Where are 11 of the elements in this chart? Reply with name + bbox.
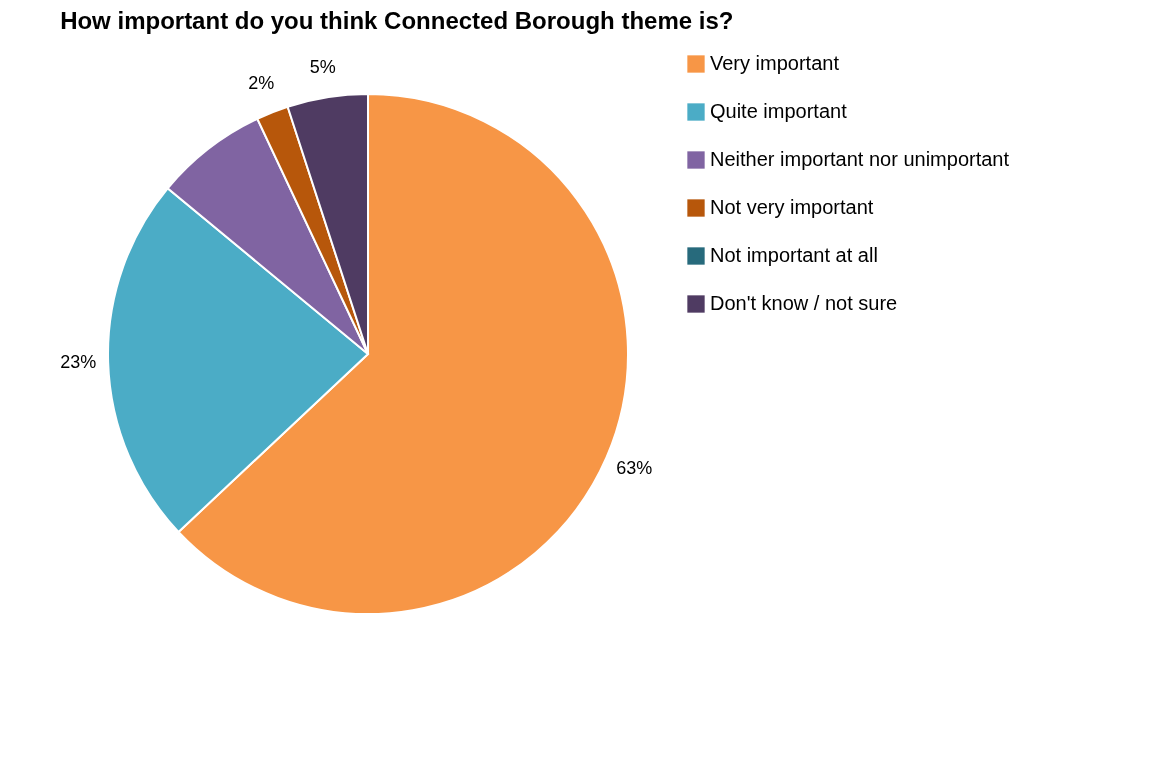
data-label: 2% xyxy=(248,73,275,94)
legend-label: Don't know / not sure xyxy=(710,292,898,314)
legend-label: Not important at all xyxy=(710,244,878,266)
legend-label: Not very important xyxy=(710,196,874,218)
data-label: 5% xyxy=(309,56,336,77)
legend-label: Very important xyxy=(710,52,840,74)
legend-label: Quite important xyxy=(710,100,848,122)
legend-label: Neither important nor unimportant xyxy=(710,148,1010,170)
chart-title: How important do you think Connected Borough theme is? xyxy=(60,7,734,34)
data-label: 23% xyxy=(60,352,97,373)
data-label: 63% xyxy=(616,458,653,479)
